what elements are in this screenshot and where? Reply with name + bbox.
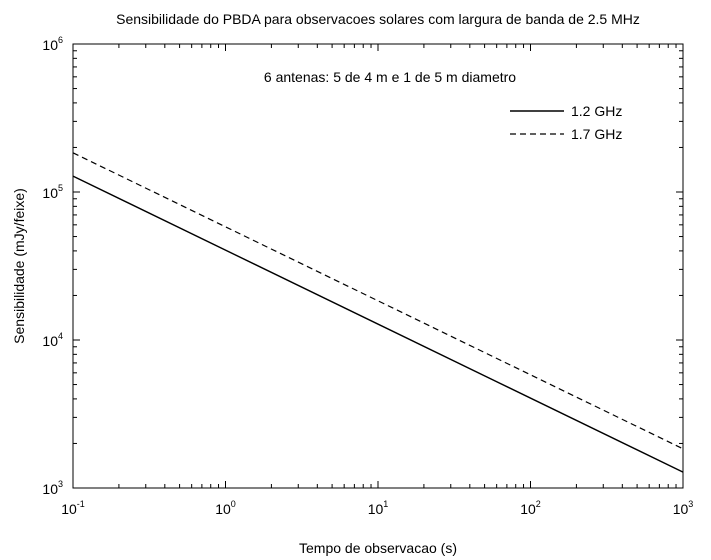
- y-tick-label: 105: [42, 183, 63, 201]
- y-axis-label: Sensibilidade (mJy/feixe): [11, 188, 27, 344]
- x-tick-label: 102: [520, 499, 541, 517]
- series-lines: [72, 152, 684, 473]
- series-line-1-7-ghz: [72, 152, 684, 450]
- x-tick-labels: 10-1 100 101 102 103: [61, 499, 693, 517]
- x-tick-label: 103: [673, 499, 694, 517]
- x-axis-label: Tempo de observacao (s): [299, 540, 457, 556]
- chart-annotation: 6 antenas: 5 de 4 m e 1 de 5 m diametro: [264, 69, 516, 85]
- y-tick-label: 106: [42, 35, 63, 53]
- axis-ticks: [72, 44, 683, 489]
- y-tick-label: 103: [42, 479, 63, 497]
- x-tick-label: 10-1: [61, 499, 85, 517]
- y-tick-labels: 103 104 105 106: [42, 35, 63, 497]
- x-tick-label: 101: [368, 499, 389, 517]
- legend-label-1-7-ghz: 1.7 GHz: [571, 126, 622, 142]
- series-line-1-2-ghz: [72, 175, 684, 473]
- y-tick-label: 104: [42, 331, 63, 349]
- legend-label-1-2-ghz: 1.2 GHz: [571, 103, 622, 119]
- chart-title: Sensibilidade do PBDA para observacoes s…: [116, 11, 640, 27]
- legend: 1.2 GHz 1.7 GHz: [510, 103, 622, 142]
- x-tick-label: 100: [215, 499, 236, 517]
